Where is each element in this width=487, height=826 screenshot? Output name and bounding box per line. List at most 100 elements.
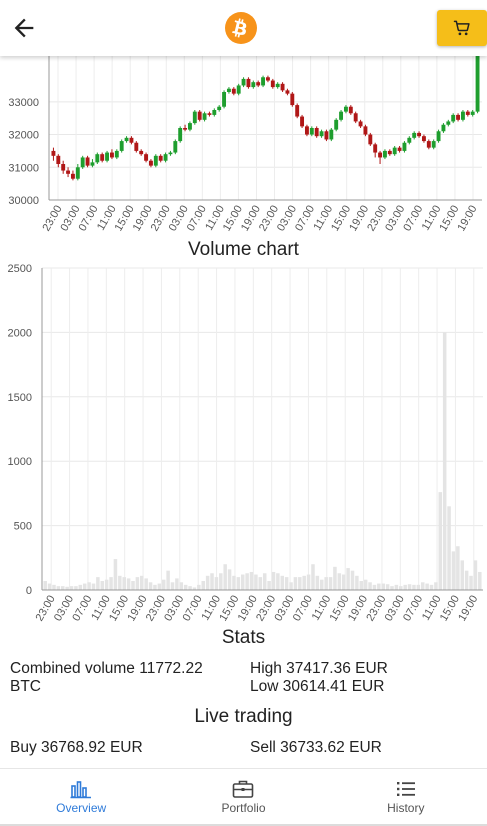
candle-body xyxy=(90,162,95,166)
nav-overview[interactable]: Overview xyxy=(0,769,162,824)
candle-body xyxy=(304,126,309,135)
volume-bar xyxy=(74,586,78,590)
bottom-navigation: Overview Portfolio History xyxy=(0,768,487,824)
volume-bar xyxy=(372,584,377,590)
candle-body xyxy=(163,154,168,161)
candle-body xyxy=(309,128,314,135)
volume-bar xyxy=(240,574,245,590)
candle-body xyxy=(212,110,217,115)
volume-bar xyxy=(399,586,403,590)
volume-bar xyxy=(245,573,249,590)
volume-bar xyxy=(306,574,311,590)
volume-bar xyxy=(96,577,100,590)
candle-body xyxy=(378,152,383,158)
high-price-stat: High 37417.36 EUR xyxy=(250,660,388,677)
volume-y-tick-label: 1000 xyxy=(8,456,32,468)
list-icon xyxy=(396,782,415,796)
candle-body xyxy=(412,132,417,138)
candle-body xyxy=(446,121,451,125)
volume-y-tick-label: 0 xyxy=(26,585,32,597)
candle-body xyxy=(124,137,129,142)
volume-bar xyxy=(293,577,298,590)
volume-bar xyxy=(214,577,219,590)
stats-title: Stats xyxy=(221,627,266,648)
candle-body xyxy=(173,141,178,153)
volume-bar xyxy=(197,584,201,590)
volume-bar xyxy=(179,582,184,590)
candle-y-tick-label: 33000 xyxy=(8,97,39,109)
volume-bar xyxy=(429,584,434,590)
volume-bar xyxy=(420,582,425,590)
volume-bar xyxy=(346,568,350,590)
volume-bar xyxy=(394,584,399,590)
volume-bar xyxy=(113,559,118,590)
candle-body xyxy=(61,164,66,171)
nav-portfolio[interactable]: Portfolio xyxy=(162,769,324,824)
volume-bar xyxy=(227,569,232,590)
candle-body xyxy=(134,142,139,151)
volume-y-tick-label: 1500 xyxy=(8,392,32,404)
bitcoin-icon xyxy=(225,12,257,44)
candle-body xyxy=(217,106,222,110)
volume-bar xyxy=(368,582,372,590)
volume-bar xyxy=(385,584,390,590)
volume-bar xyxy=(109,577,113,590)
volume-y-tick-label: 2000 xyxy=(8,327,32,339)
volume-bar xyxy=(236,577,241,590)
candle-body xyxy=(451,114,456,122)
candle-body xyxy=(192,111,197,124)
candle-body xyxy=(295,105,300,117)
volume-bar xyxy=(249,571,254,590)
candle-body xyxy=(158,155,163,161)
volume-bar xyxy=(363,579,368,590)
candle-body xyxy=(80,157,85,168)
candle-body xyxy=(280,83,285,91)
candle-body xyxy=(114,150,119,158)
volume-bar xyxy=(144,578,148,590)
volume-chart-title: Volume chart xyxy=(188,239,299,260)
briefcase-icon xyxy=(233,780,254,798)
combined-volume-stat: Combined volume 11772.22 BTC xyxy=(10,660,203,695)
candle-body xyxy=(168,152,173,155)
candle-body xyxy=(407,137,412,143)
volume-bar xyxy=(100,580,105,590)
volume-bar xyxy=(183,584,188,590)
candle-body xyxy=(231,88,236,94)
candle-body xyxy=(236,85,241,94)
volume-bar xyxy=(355,575,359,590)
candle-body xyxy=(241,78,246,86)
volume-bar xyxy=(87,582,91,590)
candle-body xyxy=(70,173,75,179)
volume-bar xyxy=(161,579,166,590)
volume-bar xyxy=(403,584,407,590)
candle-body xyxy=(319,131,324,137)
volume-bar xyxy=(341,574,346,590)
candle-body xyxy=(334,119,339,130)
candle-body xyxy=(246,78,251,88)
volume-bar xyxy=(469,575,473,590)
volume-bar xyxy=(60,586,65,590)
candle-body xyxy=(441,124,446,132)
volume-bar xyxy=(78,584,83,590)
candle-body xyxy=(290,93,295,106)
volume-bar xyxy=(126,578,131,590)
candle-body xyxy=(387,150,392,155)
volume-bar xyxy=(412,584,416,590)
volume-bar xyxy=(359,580,364,590)
candle-body xyxy=(300,116,305,127)
volume-bar xyxy=(188,586,192,590)
volume-bar xyxy=(157,583,162,590)
candle-body xyxy=(353,113,358,122)
back-button[interactable] xyxy=(10,14,38,42)
candle-body xyxy=(256,82,261,86)
candle-body xyxy=(275,83,280,88)
nav-history[interactable]: History xyxy=(325,769,487,824)
volume-bar xyxy=(328,577,333,590)
candle-body xyxy=(251,82,256,88)
candle-body xyxy=(226,88,231,92)
candle-body xyxy=(436,131,441,142)
volume-x-tick-label: 07:00 xyxy=(291,594,315,624)
volume-bar xyxy=(337,573,342,590)
cart-button[interactable] xyxy=(437,10,487,46)
volume-bar xyxy=(289,582,293,590)
